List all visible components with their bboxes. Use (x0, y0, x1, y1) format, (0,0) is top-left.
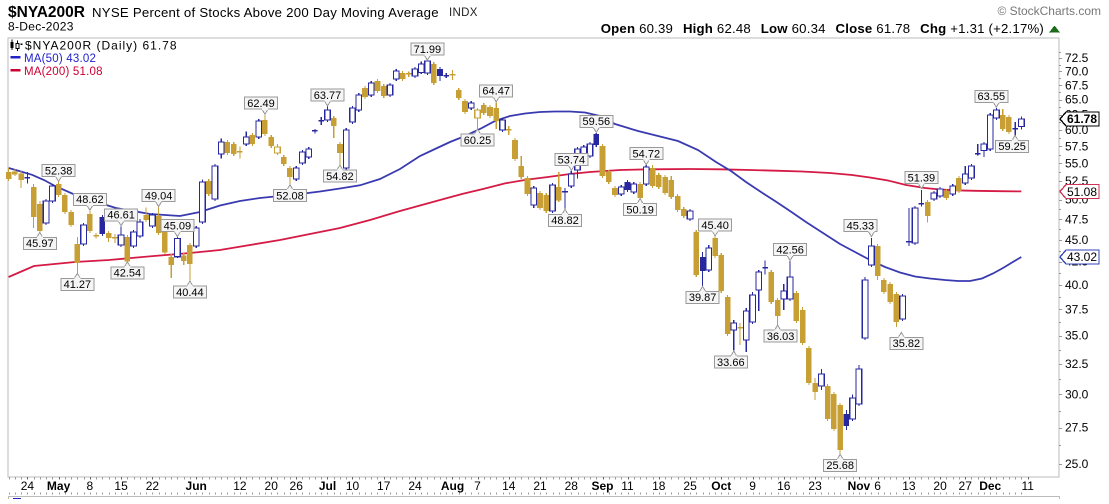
svg-text:51.39: 51.39 (908, 173, 936, 185)
svg-text:24: 24 (408, 479, 422, 493)
svg-text:63.55: 63.55 (978, 91, 1006, 103)
svg-text:40.44: 40.44 (176, 287, 204, 299)
svg-text:12: 12 (233, 479, 247, 493)
svg-text:32.5: 32.5 (1065, 357, 1089, 371)
svg-text:55.0: 55.0 (1065, 156, 1089, 170)
svg-text:51.08: 51.08 (1067, 185, 1097, 199)
svg-text:8-Dec-2023: 8-Dec-2023 (8, 20, 74, 34)
svg-text:$NYA200R: $NYA200R (8, 4, 85, 21)
svg-text:70.0: 70.0 (1065, 64, 1089, 78)
svg-text:67.5: 67.5 (1065, 78, 1089, 92)
svg-text:71.99: 71.99 (414, 44, 442, 56)
svg-text:© StockCharts.com: © StockCharts.com (997, 4, 1101, 18)
svg-text:20: 20 (933, 479, 947, 493)
svg-text:Dec: Dec (979, 479, 1001, 493)
svg-text:52.38: 52.38 (45, 165, 73, 177)
svg-text:37.5: 37.5 (1065, 302, 1089, 316)
svg-text:54.82: 54.82 (326, 171, 354, 183)
svg-text:45.97: 45.97 (26, 238, 54, 250)
svg-text:65.0: 65.0 (1065, 93, 1089, 107)
svg-text:64.47: 64.47 (482, 86, 510, 98)
svg-text:14: 14 (502, 479, 516, 493)
svg-text:42.56: 42.56 (776, 244, 804, 256)
svg-text:36.03: 36.03 (767, 331, 795, 343)
svg-text:33.66: 33.66 (717, 357, 745, 369)
svg-text:21: 21 (533, 479, 547, 493)
svg-text:20: 20 (265, 479, 279, 493)
svg-text:61.78: 61.78 (1067, 112, 1097, 126)
svg-text:50.19: 50.19 (626, 204, 654, 216)
svg-text:57.5: 57.5 (1065, 139, 1089, 153)
svg-text:62.49: 62.49 (247, 98, 275, 110)
svg-text:28: 28 (565, 479, 579, 493)
svg-text:35.0: 35.0 (1065, 329, 1089, 343)
svg-text:63.77: 63.77 (314, 90, 342, 102)
svg-text:60.0: 60.0 (1065, 123, 1089, 137)
svg-text:48.82: 48.82 (551, 215, 579, 227)
svg-text:27.5: 27.5 (1065, 421, 1089, 435)
svg-text:Jun: Jun (186, 479, 207, 493)
svg-text:54.72: 54.72 (633, 149, 661, 161)
svg-text:25.0: 25.0 (1065, 457, 1089, 471)
svg-text:$NYA200R (Daily) 61.78: $NYA200R (Daily) 61.78 (25, 39, 178, 53)
svg-text:45.0: 45.0 (1065, 233, 1089, 247)
svg-text:49.04: 49.04 (145, 190, 173, 202)
svg-text:11: 11 (621, 479, 634, 493)
svg-text:17: 17 (377, 479, 391, 493)
svg-text:23: 23 (808, 479, 822, 493)
svg-text:40.0: 40.0 (1065, 278, 1089, 292)
svg-text:26: 26 (290, 479, 304, 493)
svg-text:46.61: 46.61 (107, 210, 135, 222)
svg-text:8: 8 (87, 479, 94, 493)
svg-text:52.08: 52.08 (276, 191, 304, 203)
svg-text:May: May (47, 479, 71, 493)
svg-text:11: 11 (1021, 479, 1034, 493)
svg-text:30.0: 30.0 (1065, 388, 1089, 402)
svg-text:INDX: INDX (449, 7, 478, 19)
svg-text:MA(200) 51.08: MA(200) 51.08 (24, 66, 103, 78)
svg-text:45.40: 45.40 (701, 220, 729, 232)
svg-text:Jul: Jul (319, 479, 336, 493)
svg-text:Nov: Nov (848, 479, 871, 493)
svg-text:16: 16 (777, 479, 791, 493)
svg-text:72.5: 72.5 (1065, 51, 1089, 65)
svg-text:45.33: 45.33 (847, 220, 875, 232)
svg-text:Oct: Oct (711, 479, 731, 493)
svg-text:43.02: 43.02 (1067, 250, 1097, 264)
svg-text:MA(50) 43.02: MA(50) 43.02 (24, 53, 96, 65)
svg-text:25: 25 (683, 479, 697, 493)
svg-text:Sep: Sep (591, 479, 613, 493)
svg-text:25.68: 25.68 (826, 460, 854, 472)
svg-text:41.27: 41.27 (64, 279, 92, 291)
svg-text:60.25: 60.25 (464, 135, 492, 147)
svg-text:59.25: 59.25 (998, 141, 1026, 153)
svg-text:13: 13 (902, 479, 916, 493)
svg-text:42.54: 42.54 (114, 268, 142, 280)
svg-text:9: 9 (749, 479, 756, 493)
svg-text:15: 15 (114, 479, 128, 493)
svg-text:47.5: 47.5 (1065, 212, 1089, 226)
svg-text:22: 22 (146, 479, 160, 493)
svg-text:18: 18 (652, 479, 666, 493)
svg-text:7: 7 (474, 479, 481, 493)
svg-text:48.62: 48.62 (76, 194, 104, 206)
svg-text:Open 60.39 High 62.48 Low 60.3: Open 60.39 High 62.48 Low 60.34 Close 61… (601, 21, 1044, 36)
svg-text:6: 6 (874, 479, 881, 493)
svg-text:59.56: 59.56 (583, 116, 611, 128)
svg-text:53.74: 53.74 (558, 154, 586, 166)
svg-text:Aug: Aug (441, 479, 464, 493)
svg-text:39.87: 39.87 (689, 292, 717, 304)
svg-text:45.09: 45.09 (164, 221, 192, 233)
svg-text:NYSE Percent of Stocks Above 2: NYSE Percent of Stocks Above 200 Day Mov… (92, 5, 439, 20)
svg-text:24: 24 (21, 479, 35, 493)
svg-text:27: 27 (959, 479, 973, 493)
svg-text:35.82: 35.82 (893, 338, 921, 350)
svg-text:10: 10 (346, 479, 360, 493)
